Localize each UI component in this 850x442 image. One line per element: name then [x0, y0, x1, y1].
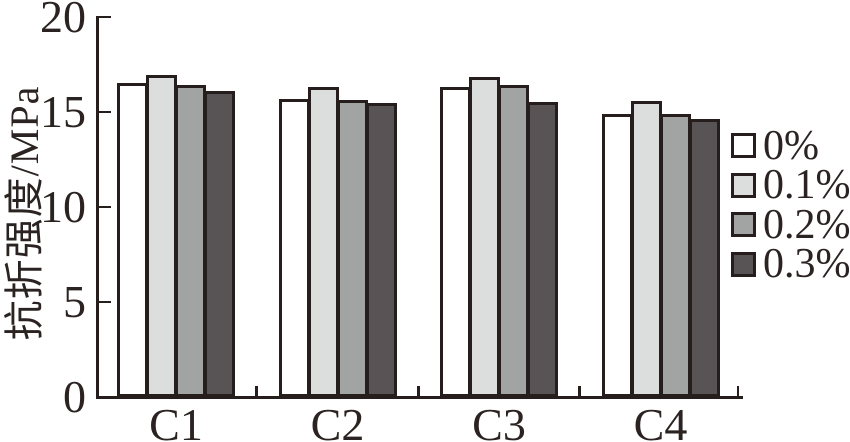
legend-label: 0%: [763, 122, 819, 169]
bar-C1-0.1%: [146, 74, 177, 397]
bar-C2-0.2%: [336, 99, 368, 397]
bar-C4-0%: [601, 113, 633, 397]
y-tick-label-5: 5: [63, 276, 86, 327]
bar-C4-0.3%: [688, 118, 720, 397]
y-tick-label-0: 0: [63, 371, 86, 422]
legend-swatch-0.1%: [731, 172, 756, 198]
bar-C4-0.1%: [630, 100, 662, 397]
x-axis-line: [95, 395, 743, 399]
bar-C3-0.1%: [469, 76, 500, 397]
bar-C1-0%: [117, 82, 148, 397]
x-category-label-C3: C3: [472, 399, 526, 442]
bar-C3-0.2%: [498, 85, 529, 397]
legend: 0% 0.1% 0.2% 0.3%: [731, 122, 850, 288]
bar-C2-0%: [278, 98, 310, 397]
x-tick-end: [736, 386, 740, 398]
legend-item-0.2%: 0.2%: [731, 201, 850, 248]
y-tick-15: [96, 110, 111, 114]
x-tick-2: [416, 386, 420, 398]
legend-item-0%: 0%: [731, 122, 850, 169]
y-tick-label-10: 10: [40, 181, 86, 232]
legend-item-0.3%: 0.3%: [731, 241, 850, 288]
y-tick-10: [96, 205, 111, 209]
bar-C1-0.3%: [204, 91, 235, 397]
y-axis-line: [95, 16, 99, 399]
bar-C4-0.2%: [659, 113, 691, 397]
bar-C3-0%: [440, 87, 471, 397]
legend-label: 0.3%: [763, 241, 850, 288]
legend-label: 0.2%: [763, 201, 850, 248]
y-tick-label-15: 15: [40, 86, 86, 137]
bar-C1-0.2%: [175, 85, 206, 397]
legend-swatch-0%: [731, 133, 756, 159]
legend-swatch-0.2%: [731, 212, 756, 238]
bar-C2-0.1%: [307, 87, 339, 397]
x-category-label-C1: C1: [149, 399, 203, 442]
x-category-label-C4: C4: [633, 399, 688, 442]
y-tick-20: [96, 15, 111, 19]
bar-C3-0.3%: [527, 101, 558, 397]
legend-item-0.1%: 0.1%: [731, 162, 850, 209]
x-category-label-C2: C2: [310, 399, 365, 442]
bar-C2-0.3%: [365, 103, 397, 397]
legend-swatch-0.3%: [731, 251, 756, 277]
x-tick-1: [255, 386, 259, 398]
x-tick-3: [578, 386, 582, 398]
y-tick-label-20: 20: [40, 0, 86, 42]
y-tick-5: [96, 300, 111, 304]
legend-label: 0.1%: [763, 162, 850, 209]
